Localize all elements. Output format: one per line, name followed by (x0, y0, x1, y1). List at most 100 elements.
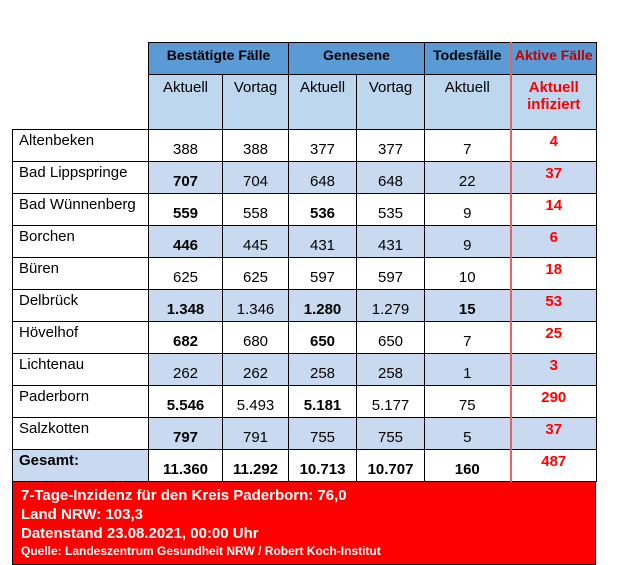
region-name: Salzkotten (12, 417, 149, 450)
region-deaths: 5 (424, 417, 512, 450)
table-row: Bad Wünnenberg 559 558 536 535 9 14 (12, 193, 598, 226)
group-header-row: Bestätigte Fälle Genesene Todesfälle Akt… (12, 42, 598, 75)
region-deaths: 75 (424, 385, 512, 418)
total-recovered: 10.713 (288, 449, 358, 482)
region-confirmed: 1.348 (148, 289, 223, 322)
region-recovered: 755 (288, 417, 358, 450)
data-date-text: Datenstand 23.08.2021, 00:00 Uhr (21, 525, 259, 542)
total-confirmed-previous: 11.292 (221, 449, 290, 482)
region-name: Lichtenau (12, 353, 149, 386)
region-name: Hövelhof (12, 321, 149, 354)
region-confirmed: 388 (148, 129, 223, 162)
table-row: Lichtenau 262 262 258 258 1 3 (12, 353, 598, 386)
source-text: Quelle: Landeszentrum Gesundheit NRW / R… (21, 544, 381, 558)
region-name: Borchen (12, 225, 149, 258)
sub-header-row: Aktuell Vortag Aktuell Vortag Aktuell Ak… (12, 74, 598, 130)
region-deaths: 9 (424, 225, 512, 258)
region-deaths: 1 (424, 353, 512, 386)
region-active-cases: 37 (509, 161, 598, 194)
region-confirmed-previous: 704 (221, 161, 290, 194)
region-name: Büren (12, 257, 149, 290)
subheader-deaths-current: Aktuell (424, 74, 512, 130)
table-row: Büren 625 625 597 597 10 18 (12, 257, 598, 290)
total-recovered-previous: 10.707 (356, 449, 426, 482)
table-row: Altenbeken 388 388 377 377 7 4 (12, 129, 598, 162)
region-recovered-previous: 755 (356, 417, 426, 450)
region-confirmed-previous: 262 (221, 353, 290, 386)
region-recovered: 1.280 (288, 289, 358, 322)
region-confirmed: 262 (148, 353, 223, 386)
region-active-cases: 4 (509, 129, 598, 162)
subheader-recovered-current: Aktuell (288, 74, 358, 130)
region-confirmed: 797 (148, 417, 223, 450)
region-confirmed: 5.546 (148, 385, 223, 418)
region-deaths: 7 (424, 321, 512, 354)
table-row: Delbrück 1.348 1.346 1.280 1.279 15 53 (12, 289, 598, 322)
region-recovered-previous: 535 (356, 193, 426, 226)
subheader-active-line1: Aktuell (528, 79, 579, 96)
region-deaths: 22 (424, 161, 512, 194)
table-row: Borchen 446 445 431 431 9 6 (12, 225, 598, 258)
region-active-cases: 3 (509, 353, 598, 386)
region-recovered: 597 (288, 257, 358, 290)
region-recovered: 536 (288, 193, 358, 226)
empty-corner-sub (12, 74, 149, 130)
header-recovered: Genesene (288, 42, 426, 75)
region-confirmed-previous: 680 (221, 321, 290, 354)
region-active-cases: 53 (509, 289, 598, 322)
region-active-cases: 290 (509, 385, 598, 418)
region-recovered-previous: 258 (356, 353, 426, 386)
footer-info-box: 7-Tage-Inzidenz für den Kreis Paderborn:… (12, 482, 596, 565)
region-confirmed-previous: 5.493 (221, 385, 290, 418)
table-row: Salzkotten 797 791 755 755 5 37 (12, 417, 598, 450)
table-row: Paderborn 5.546 5.493 5.181 5.177 75 290 (12, 385, 598, 418)
region-recovered: 377 (288, 129, 358, 162)
region-name: Altenbeken (12, 129, 149, 162)
region-confirmed: 707 (148, 161, 223, 194)
region-active-cases: 14 (509, 193, 598, 226)
subheader-confirmed-previous: Vortag (221, 74, 290, 130)
region-deaths: 9 (424, 193, 512, 226)
table-row: Hövelhof 682 680 650 650 7 25 (12, 321, 598, 354)
region-confirmed-previous: 791 (221, 417, 290, 450)
region-deaths: 7 (424, 129, 512, 162)
subheader-recovered-previous: Vortag (356, 74, 426, 130)
empty-corner (12, 42, 149, 75)
total-confirmed: 11.360 (148, 449, 223, 482)
region-recovered-previous: 650 (356, 321, 426, 354)
region-recovered: 5.181 (288, 385, 358, 418)
region-recovered: 431 (288, 225, 358, 258)
incidence-text: 7-Tage-Inzidenz für den Kreis Paderborn:… (21, 487, 347, 504)
table-body: Altenbeken 388 388 377 377 7 4 Bad Lippspringe 7… (12, 129, 598, 450)
covid-cases-table: Bestätigte Fälle Genesene Todesfälle Akt… (12, 42, 598, 482)
header-active: Aktive Fälle (509, 42, 598, 75)
region-recovered-previous: 648 (356, 161, 426, 194)
total-active: 487 (509, 449, 598, 482)
region-active-cases: 6 (509, 225, 598, 258)
region-recovered-previous: 5.177 (356, 385, 426, 418)
header-deaths: Todesfälle (424, 42, 512, 75)
region-active-cases: 37 (509, 417, 598, 450)
region-confirmed-previous: 445 (221, 225, 290, 258)
subheader-confirmed-current: Aktuell (148, 74, 223, 130)
region-confirmed: 682 (148, 321, 223, 354)
region-confirmed-previous: 625 (221, 257, 290, 290)
region-deaths: 15 (424, 289, 512, 322)
region-confirmed: 446 (148, 225, 223, 258)
region-confirmed: 625 (148, 257, 223, 290)
subheader-active-line2: infiziert (527, 96, 581, 113)
region-confirmed-previous: 388 (221, 129, 290, 162)
region-recovered-previous: 1.279 (356, 289, 426, 322)
region-recovered-previous: 377 (356, 129, 426, 162)
table-row: Bad Lippspringe 707 704 648 648 22 37 (12, 161, 598, 194)
covid-table-container: Bestätigte Fälle Genesene Todesfälle Akt… (12, 42, 598, 565)
region-deaths: 10 (424, 257, 512, 290)
region-name: Bad Lippspringe (12, 161, 149, 194)
region-confirmed: 559 (148, 193, 223, 226)
region-confirmed-previous: 558 (221, 193, 290, 226)
region-recovered-previous: 597 (356, 257, 426, 290)
region-recovered: 650 (288, 321, 358, 354)
nrw-incidence-text: Land NRW: 103,3 (21, 506, 143, 523)
region-active-cases: 18 (509, 257, 598, 290)
region-confirmed-previous: 1.346 (221, 289, 290, 322)
